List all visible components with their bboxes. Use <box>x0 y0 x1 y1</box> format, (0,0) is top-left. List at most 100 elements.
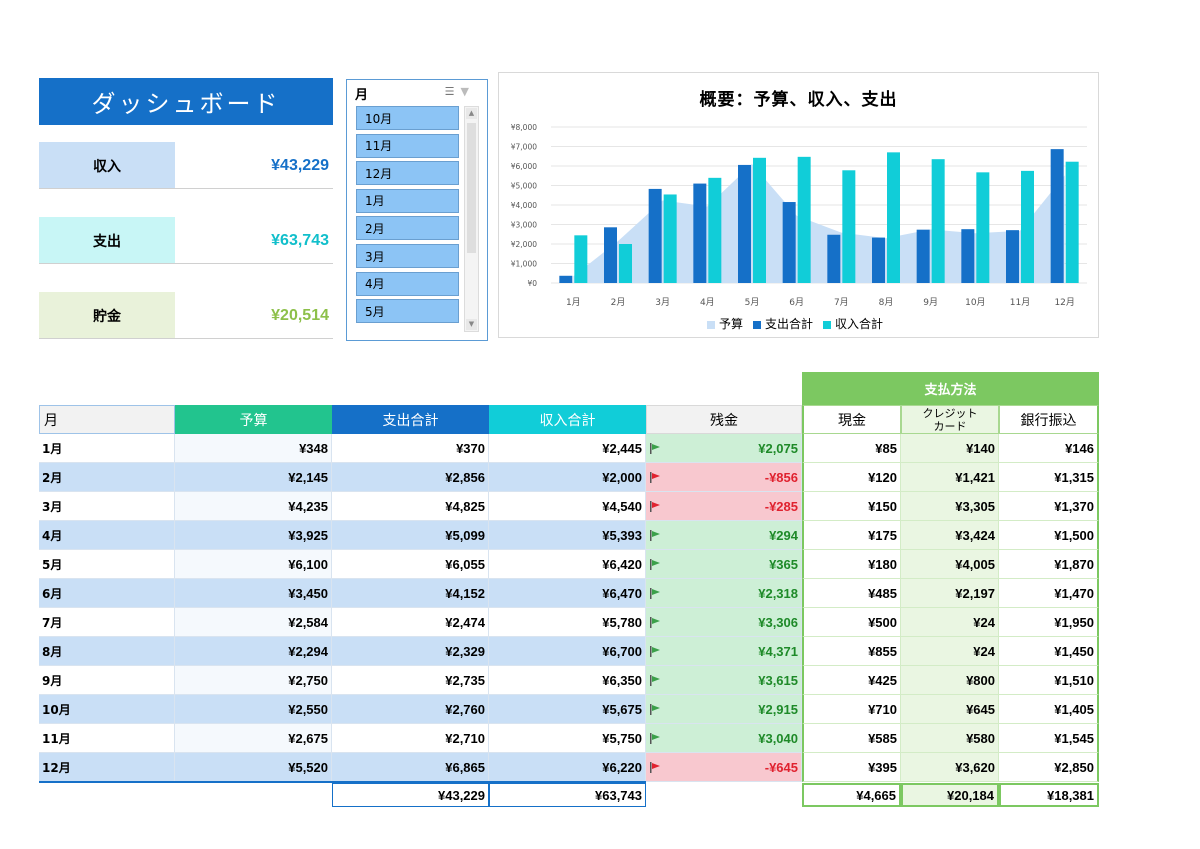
income-bar[interactable] <box>753 157 766 283</box>
cell-cash[interactable]: ¥855 <box>802 637 901 666</box>
col-header-month[interactable]: 月 <box>39 405 175 434</box>
income-bar[interactable] <box>976 172 990 283</box>
expense-bar[interactable] <box>1006 230 1019 283</box>
cell-income[interactable]: ¥5,393 <box>489 521 646 550</box>
cell-budget[interactable]: ¥3,925 <box>175 521 332 550</box>
cell-expense[interactable]: ¥5,099 <box>332 521 489 550</box>
cell-bank[interactable]: ¥2,850 <box>999 753 1099 782</box>
col-header-expense[interactable]: 支出合計 <box>332 405 489 434</box>
income-bar[interactable] <box>663 194 677 283</box>
cell-credit[interactable]: ¥140 <box>901 434 999 463</box>
cell-cash[interactable]: ¥120 <box>802 463 901 492</box>
total-expense[interactable]: ¥43,229 <box>332 783 489 807</box>
expense-bar[interactable] <box>738 164 751 283</box>
cell-month[interactable]: 2月 <box>39 463 175 492</box>
cell-bank[interactable]: ¥1,470 <box>999 579 1099 608</box>
expense-bar[interactable] <box>827 234 841 283</box>
cell-expense[interactable]: ¥4,152 <box>332 579 489 608</box>
cell-credit[interactable]: ¥3,424 <box>901 521 999 550</box>
cell-credit[interactable]: ¥2,197 <box>901 579 999 608</box>
scroll-up-icon[interactable]: ▲ <box>466 108 477 119</box>
col-header-cash[interactable]: 現金 <box>802 405 901 434</box>
expense-bar[interactable] <box>916 229 930 283</box>
cell-expense[interactable]: ¥2,474 <box>332 608 489 637</box>
cell-month[interactable]: 4月 <box>39 521 175 550</box>
cell-cash[interactable]: ¥180 <box>802 550 901 579</box>
cell-expense[interactable]: ¥4,825 <box>332 492 489 521</box>
cell-month[interactable]: 6月 <box>39 579 175 608</box>
slicer-item[interactable]: 10月 <box>356 106 459 130</box>
cell-expense[interactable]: ¥2,329 <box>332 637 489 666</box>
income-bar[interactable] <box>574 235 588 283</box>
cell-cash[interactable]: ¥710 <box>802 695 901 724</box>
cell-income[interactable]: ¥2,445 <box>489 434 646 463</box>
cell-income[interactable]: ¥6,420 <box>489 550 646 579</box>
cell-expense[interactable]: ¥2,760 <box>332 695 489 724</box>
income-bar[interactable] <box>887 152 900 283</box>
cell-credit[interactable]: ¥24 <box>901 637 999 666</box>
cell-credit[interactable]: ¥4,005 <box>901 550 999 579</box>
cell-expense[interactable]: ¥6,865 <box>332 753 489 782</box>
col-header-balance[interactable]: 残金 <box>646 405 802 434</box>
total-credit[interactable]: ¥20,184 <box>901 783 999 807</box>
cell-income[interactable]: ¥5,750 <box>489 724 646 753</box>
cell-expense[interactable]: ¥2,735 <box>332 666 489 695</box>
cell-balance[interactable]: -¥285 <box>646 492 802 521</box>
cell-credit[interactable]: ¥1,421 <box>901 463 999 492</box>
cell-budget[interactable]: ¥5,520 <box>175 753 332 782</box>
cell-month[interactable]: 11月 <box>39 724 175 753</box>
col-header-income[interactable]: 収入合計 <box>489 405 646 434</box>
cell-budget[interactable]: ¥2,145 <box>175 463 332 492</box>
cell-balance[interactable]: -¥856 <box>646 463 802 492</box>
cell-budget[interactable]: ¥2,550 <box>175 695 332 724</box>
cell-month[interactable]: 9月 <box>39 666 175 695</box>
slicer-item[interactable]: 4月 <box>356 271 459 296</box>
cell-credit[interactable]: ¥645 <box>901 695 999 724</box>
cell-month[interactable]: 1月 <box>39 434 175 463</box>
cell-budget[interactable]: ¥3,450 <box>175 579 332 608</box>
expense-bar[interactable] <box>1050 149 1064 283</box>
slicer-item[interactable]: 2月 <box>356 216 459 241</box>
cell-balance[interactable]: ¥3,306 <box>646 608 802 637</box>
cell-cash[interactable]: ¥85 <box>802 434 901 463</box>
expense-bar[interactable] <box>693 183 707 283</box>
cell-expense[interactable]: ¥2,710 <box>332 724 489 753</box>
cell-balance[interactable]: ¥2,318 <box>646 579 802 608</box>
cell-budget[interactable]: ¥6,100 <box>175 550 332 579</box>
cell-expense[interactable]: ¥6,055 <box>332 550 489 579</box>
total-bank[interactable]: ¥18,381 <box>999 783 1099 807</box>
cell-expense[interactable]: ¥370 <box>332 434 489 463</box>
cell-balance[interactable]: ¥294 <box>646 521 802 550</box>
budget-area[interactable] <box>573 164 1065 283</box>
expense-bar[interactable] <box>559 275 573 283</box>
expense-bar[interactable] <box>648 188 662 283</box>
clear-filter-icon[interactable]: ▼ <box>460 85 475 98</box>
cell-balance[interactable]: ¥2,075 <box>646 434 802 463</box>
income-bar[interactable] <box>708 177 722 283</box>
cell-income[interactable]: ¥6,220 <box>489 753 646 782</box>
overview-chart[interactable]: 概要：予算、収入、支出 ¥8,000 ¥7,000 ¥6,000 ¥5,000 ¥4,0… <box>498 72 1099 338</box>
cell-month[interactable]: 12月 <box>39 753 175 782</box>
cell-cash[interactable]: ¥485 <box>802 579 901 608</box>
cell-balance[interactable]: ¥3,040 <box>646 724 802 753</box>
cell-balance[interactable]: ¥2,915 <box>646 695 802 724</box>
slicer-item[interactable]: 5月 <box>356 299 459 324</box>
cell-budget[interactable]: ¥2,750 <box>175 666 332 695</box>
cell-month[interactable]: 3月 <box>39 492 175 521</box>
expense-bar[interactable] <box>961 229 975 283</box>
income-bar[interactable] <box>842 170 856 283</box>
slicer-item[interactable]: 3月 <box>356 244 459 268</box>
cell-bank[interactable]: ¥1,500 <box>999 521 1099 550</box>
income-bar[interactable] <box>619 244 632 283</box>
cell-budget[interactable]: ¥2,675 <box>175 724 332 753</box>
cell-income[interactable]: ¥6,470 <box>489 579 646 608</box>
scroll-thumb[interactable] <box>467 123 476 253</box>
income-bar[interactable] <box>1065 161 1079 283</box>
cell-month[interactable]: 7月 <box>39 608 175 637</box>
slicer-item[interactable]: 12月 <box>356 161 459 186</box>
expense-bar[interactable] <box>782 202 796 283</box>
cell-bank[interactable]: ¥146 <box>999 434 1099 463</box>
slicer-item[interactable]: 1月 <box>356 188 459 213</box>
cell-balance[interactable]: -¥645 <box>646 753 802 782</box>
col-header-credit[interactable]: クレジット カード <box>901 405 999 434</box>
